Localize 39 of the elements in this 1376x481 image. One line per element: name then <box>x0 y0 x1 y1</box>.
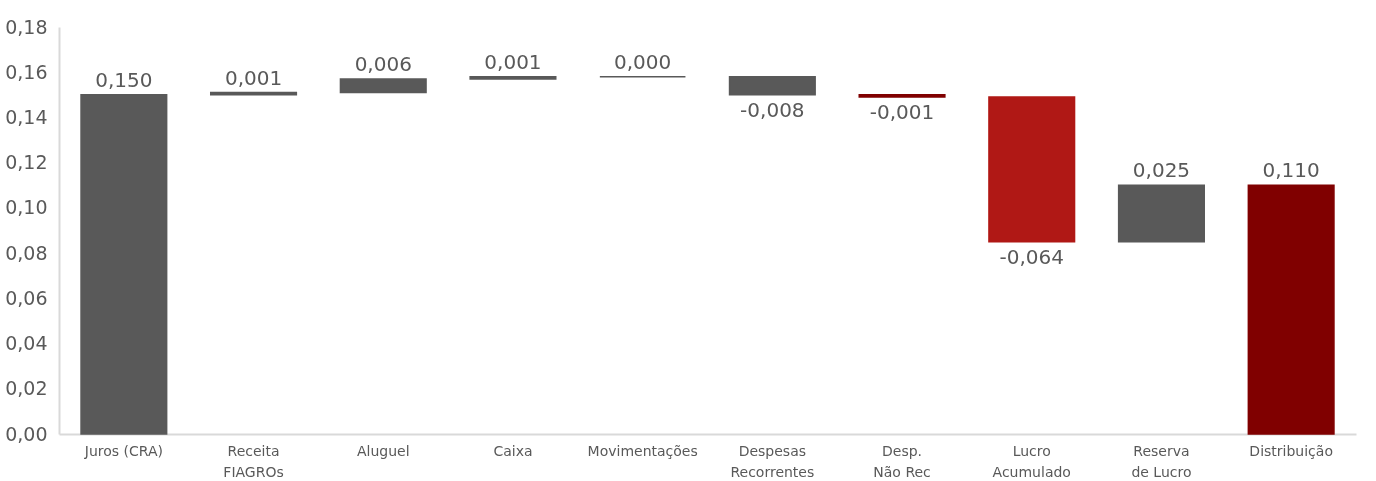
y-tick-label: 0,16 <box>5 60 48 83</box>
x-tick-label: Reserva de Lucro <box>1131 442 1192 480</box>
data-label: 0,110 <box>1262 158 1320 183</box>
x-tick-label: Aluguel <box>356 442 410 459</box>
data-label: -0,008 <box>740 97 805 122</box>
y-tick-label: 0,06 <box>5 286 48 309</box>
bar <box>1117 184 1205 243</box>
data-label: 0,150 <box>95 67 153 92</box>
bar <box>339 78 427 94</box>
y-tick-label: 0,14 <box>5 105 48 128</box>
data-label: 0,001 <box>224 65 283 90</box>
y-tick-label: 0,08 <box>5 241 48 264</box>
x-tick-label: Juros (CRA) <box>83 442 163 459</box>
bar <box>210 91 298 96</box>
x-tick-label: Distribuição <box>1249 442 1333 459</box>
x-tick-label: Despesas Recorrentes <box>730 442 815 480</box>
bar <box>469 75 557 80</box>
y-tick-label: 0,12 <box>5 151 48 174</box>
data-label: -0,001 <box>869 100 935 125</box>
x-tick-label: Movimentações <box>587 442 698 459</box>
x-tick-label: Caixa <box>493 442 533 459</box>
y-tick-label: 0,00 <box>5 422 48 445</box>
data-label: 0,006 <box>354 52 412 77</box>
x-tick-label: Lucro Acumulado <box>992 442 1071 480</box>
data-label: 0,000 <box>614 49 672 74</box>
data-label: 0,025 <box>1132 158 1191 183</box>
y-tick-label: 0,18 <box>5 15 48 38</box>
x-tick-label: Receita FIAGROs <box>223 442 284 480</box>
bar <box>988 96 1076 243</box>
data-label: -0,064 <box>999 244 1064 269</box>
bar <box>728 75 816 96</box>
y-tick-label: 0,02 <box>5 377 48 400</box>
x-tick-label: Desp. Não Rec <box>873 442 931 480</box>
bar <box>1247 184 1335 435</box>
y-tick-label: 0,04 <box>5 332 48 355</box>
bar <box>80 94 168 435</box>
y-tick-label: 0,10 <box>5 196 48 219</box>
data-label: 0,001 <box>484 49 542 74</box>
bar <box>858 94 946 98</box>
